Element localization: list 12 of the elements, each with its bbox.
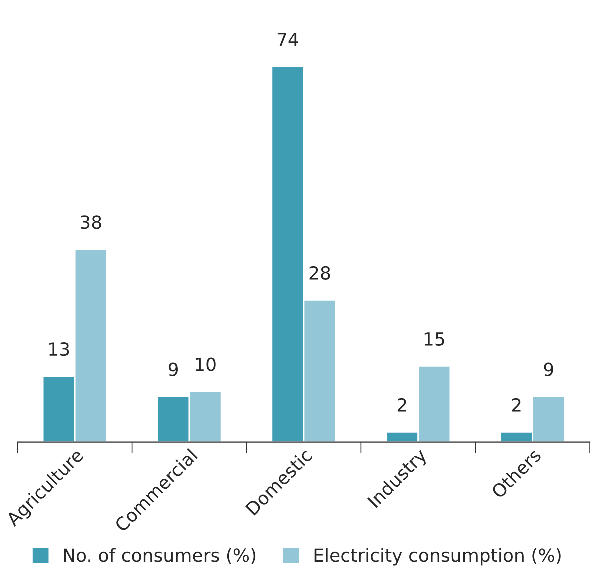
- data-label: 74: [278, 33, 298, 46]
- data-label: 2: [512, 398, 521, 412]
- legend-label: No. of consumers (%): [64, 548, 256, 564]
- data-label: 10: [196, 358, 216, 372]
- data-label: 2: [398, 398, 406, 412]
- data-label: 28: [310, 266, 330, 280]
- data-label: 9: [544, 362, 554, 376]
- legend-label: Electricity consumption (%): [314, 548, 561, 566]
- data-label: 38: [81, 216, 102, 230]
- data-label: 13: [50, 342, 70, 356]
- data-label: 9: [168, 362, 178, 376]
- data-label: 15: [424, 332, 444, 346]
